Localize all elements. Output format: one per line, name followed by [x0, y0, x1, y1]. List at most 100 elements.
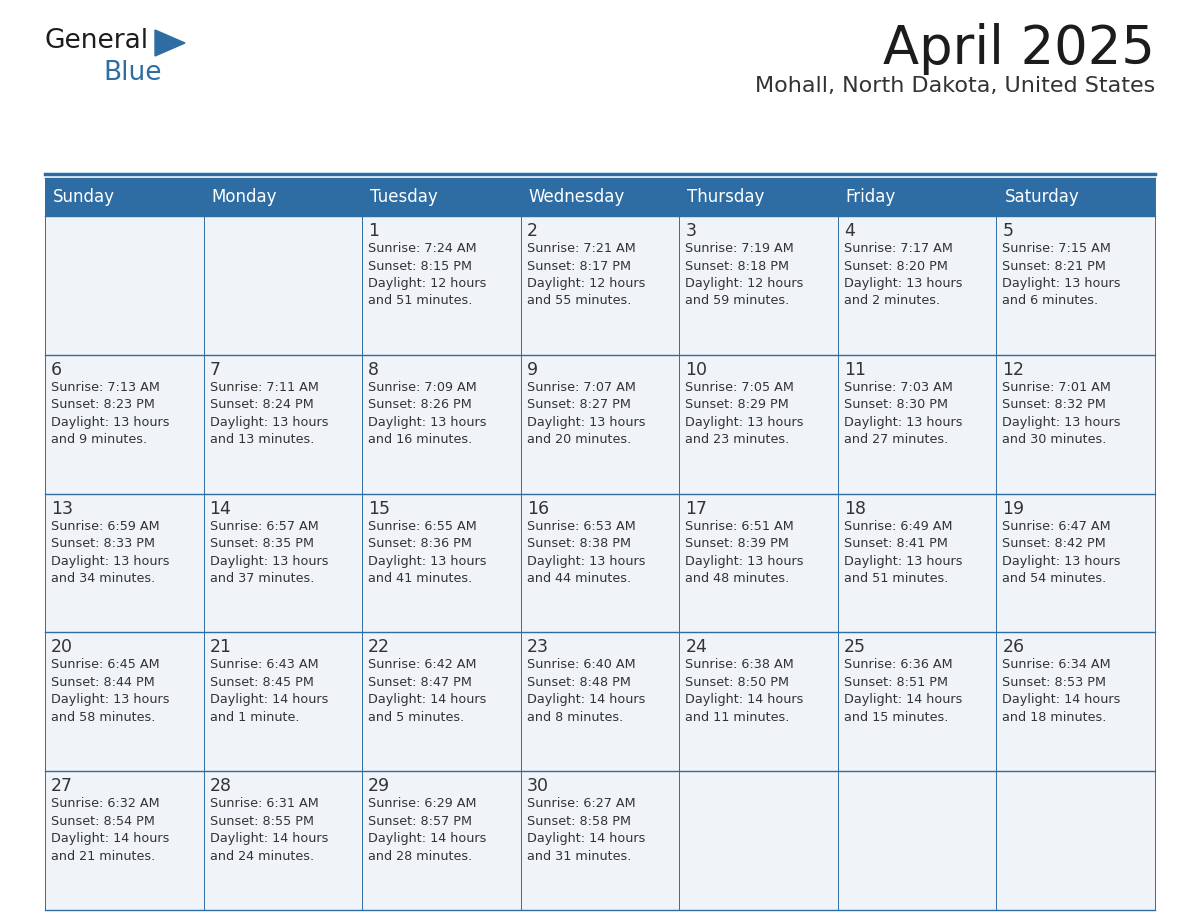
Text: 10: 10	[685, 361, 707, 379]
Text: 11: 11	[843, 361, 866, 379]
Bar	[45, 354, 203, 494]
Text: 25: 25	[843, 638, 866, 656]
Text: Sunrise: 6:42 AM
Sunset: 8:47 PM
Daylight: 14 hours
and 5 minutes.: Sunrise: 6:42 AM Sunset: 8:47 PM Dayligh…	[368, 658, 487, 724]
Text: Sunrise: 6:32 AM
Sunset: 8:54 PM
Daylight: 14 hours
and 21 minutes.: Sunrise: 6:32 AM Sunset: 8:54 PM Dayligh…	[51, 797, 170, 863]
Text: Sunrise: 6:29 AM
Sunset: 8:57 PM
Daylight: 14 hours
and 28 minutes.: Sunrise: 6:29 AM Sunset: 8:57 PM Dayligh…	[368, 797, 487, 863]
Text: 8: 8	[368, 361, 379, 379]
Text: Sunrise: 7:17 AM
Sunset: 8:20 PM
Daylight: 13 hours
and 2 minutes.: Sunrise: 7:17 AM Sunset: 8:20 PM Dayligh…	[843, 242, 962, 308]
Text: Sunrise: 6:40 AM
Sunset: 8:48 PM
Daylight: 14 hours
and 8 minutes.: Sunrise: 6:40 AM Sunset: 8:48 PM Dayligh…	[526, 658, 645, 724]
Text: Monday: Monday	[211, 188, 277, 206]
Text: Sunday: Sunday	[53, 188, 115, 206]
Text: Sunrise: 6:53 AM
Sunset: 8:38 PM
Daylight: 13 hours
and 44 minutes.: Sunrise: 6:53 AM Sunset: 8:38 PM Dayligh…	[526, 520, 645, 585]
Text: Thursday: Thursday	[688, 188, 765, 206]
Bar	[680, 216, 838, 354]
Bar	[45, 494, 203, 633]
Text: Sunrise: 6:59 AM
Sunset: 8:33 PM
Daylight: 13 hours
and 34 minutes.: Sunrise: 6:59 AM Sunset: 8:33 PM Dayligh…	[51, 520, 170, 585]
Text: Sunrise: 6:31 AM
Sunset: 8:55 PM
Daylight: 14 hours
and 24 minutes.: Sunrise: 6:31 AM Sunset: 8:55 PM Dayligh…	[209, 797, 328, 863]
Bar	[680, 633, 838, 771]
Bar	[203, 633, 362, 771]
Bar	[838, 216, 997, 354]
Text: 2: 2	[526, 222, 538, 240]
Bar	[362, 216, 520, 354]
Text: Sunrise: 6:38 AM
Sunset: 8:50 PM
Daylight: 14 hours
and 11 minutes.: Sunrise: 6:38 AM Sunset: 8:50 PM Dayligh…	[685, 658, 803, 724]
Text: 6: 6	[51, 361, 62, 379]
Bar	[520, 771, 680, 910]
Text: Sunrise: 7:15 AM
Sunset: 8:21 PM
Daylight: 13 hours
and 6 minutes.: Sunrise: 7:15 AM Sunset: 8:21 PM Dayligh…	[1003, 242, 1121, 308]
Text: 22: 22	[368, 638, 390, 656]
Text: Sunrise: 6:36 AM
Sunset: 8:51 PM
Daylight: 14 hours
and 15 minutes.: Sunrise: 6:36 AM Sunset: 8:51 PM Dayligh…	[843, 658, 962, 724]
Polygon shape	[154, 30, 185, 56]
Text: Sunrise: 7:07 AM
Sunset: 8:27 PM
Daylight: 13 hours
and 20 minutes.: Sunrise: 7:07 AM Sunset: 8:27 PM Dayligh…	[526, 381, 645, 446]
Text: 3: 3	[685, 222, 696, 240]
Text: 7: 7	[209, 361, 221, 379]
Text: Tuesday: Tuesday	[371, 188, 438, 206]
Text: Sunrise: 7:13 AM
Sunset: 8:23 PM
Daylight: 13 hours
and 9 minutes.: Sunrise: 7:13 AM Sunset: 8:23 PM Dayligh…	[51, 381, 170, 446]
Text: Sunrise: 7:09 AM
Sunset: 8:26 PM
Daylight: 13 hours
and 16 minutes.: Sunrise: 7:09 AM Sunset: 8:26 PM Dayligh…	[368, 381, 487, 446]
Text: Sunrise: 6:51 AM
Sunset: 8:39 PM
Daylight: 13 hours
and 48 minutes.: Sunrise: 6:51 AM Sunset: 8:39 PM Dayligh…	[685, 520, 804, 585]
Bar	[203, 354, 362, 494]
Bar	[997, 633, 1155, 771]
Text: Sunrise: 7:03 AM
Sunset: 8:30 PM
Daylight: 13 hours
and 27 minutes.: Sunrise: 7:03 AM Sunset: 8:30 PM Dayligh…	[843, 381, 962, 446]
Text: Saturday: Saturday	[1004, 188, 1079, 206]
Text: 26: 26	[1003, 638, 1024, 656]
Bar	[45, 633, 203, 771]
Bar	[45, 178, 1155, 216]
Bar	[838, 494, 997, 633]
Text: Sunrise: 6:55 AM
Sunset: 8:36 PM
Daylight: 13 hours
and 41 minutes.: Sunrise: 6:55 AM Sunset: 8:36 PM Dayligh…	[368, 520, 487, 585]
Bar	[997, 354, 1155, 494]
Text: 13: 13	[51, 499, 72, 518]
Bar	[838, 633, 997, 771]
Text: Sunrise: 6:49 AM
Sunset: 8:41 PM
Daylight: 13 hours
and 51 minutes.: Sunrise: 6:49 AM Sunset: 8:41 PM Dayligh…	[843, 520, 962, 585]
Text: 9: 9	[526, 361, 538, 379]
Bar	[997, 771, 1155, 910]
Text: 15: 15	[368, 499, 390, 518]
Bar	[362, 633, 520, 771]
Bar	[838, 354, 997, 494]
Bar	[680, 494, 838, 633]
Text: Sunrise: 6:27 AM
Sunset: 8:58 PM
Daylight: 14 hours
and 31 minutes.: Sunrise: 6:27 AM Sunset: 8:58 PM Dayligh…	[526, 797, 645, 863]
Text: Sunrise: 7:24 AM
Sunset: 8:15 PM
Daylight: 12 hours
and 51 minutes.: Sunrise: 7:24 AM Sunset: 8:15 PM Dayligh…	[368, 242, 487, 308]
Bar	[45, 771, 203, 910]
Bar	[203, 216, 362, 354]
Bar	[838, 771, 997, 910]
Text: 30: 30	[526, 778, 549, 795]
Bar	[203, 771, 362, 910]
Text: 12: 12	[1003, 361, 1024, 379]
Text: Sunrise: 6:45 AM
Sunset: 8:44 PM
Daylight: 13 hours
and 58 minutes.: Sunrise: 6:45 AM Sunset: 8:44 PM Dayligh…	[51, 658, 170, 724]
Bar	[362, 354, 520, 494]
Bar	[362, 771, 520, 910]
Text: Wednesday: Wednesday	[529, 188, 625, 206]
Text: 20: 20	[51, 638, 72, 656]
Text: Sunrise: 7:11 AM
Sunset: 8:24 PM
Daylight: 13 hours
and 13 minutes.: Sunrise: 7:11 AM Sunset: 8:24 PM Dayligh…	[209, 381, 328, 446]
Bar	[680, 354, 838, 494]
Text: 19: 19	[1003, 499, 1024, 518]
Text: Mohall, North Dakota, United States: Mohall, North Dakota, United States	[754, 76, 1155, 96]
Bar	[203, 494, 362, 633]
Text: Sunrise: 6:57 AM
Sunset: 8:35 PM
Daylight: 13 hours
and 37 minutes.: Sunrise: 6:57 AM Sunset: 8:35 PM Dayligh…	[209, 520, 328, 585]
Bar	[997, 216, 1155, 354]
Text: 17: 17	[685, 499, 707, 518]
Text: 14: 14	[209, 499, 232, 518]
Bar	[520, 633, 680, 771]
Text: 27: 27	[51, 778, 72, 795]
Text: 18: 18	[843, 499, 866, 518]
Text: Sunrise: 6:47 AM
Sunset: 8:42 PM
Daylight: 13 hours
and 54 minutes.: Sunrise: 6:47 AM Sunset: 8:42 PM Dayligh…	[1003, 520, 1121, 585]
Bar	[520, 494, 680, 633]
Text: Blue: Blue	[103, 60, 162, 86]
Text: 1: 1	[368, 222, 379, 240]
Text: 23: 23	[526, 638, 549, 656]
Text: 28: 28	[209, 778, 232, 795]
Text: 29: 29	[368, 778, 391, 795]
Text: 5: 5	[1003, 222, 1013, 240]
Text: Friday: Friday	[846, 188, 896, 206]
Bar	[362, 494, 520, 633]
Text: April 2025: April 2025	[883, 23, 1155, 75]
Bar	[997, 494, 1155, 633]
Text: Sunrise: 6:43 AM
Sunset: 8:45 PM
Daylight: 14 hours
and 1 minute.: Sunrise: 6:43 AM Sunset: 8:45 PM Dayligh…	[209, 658, 328, 724]
Bar	[520, 216, 680, 354]
Text: 21: 21	[209, 638, 232, 656]
Text: General: General	[45, 28, 150, 54]
Text: Sunrise: 7:01 AM
Sunset: 8:32 PM
Daylight: 13 hours
and 30 minutes.: Sunrise: 7:01 AM Sunset: 8:32 PM Dayligh…	[1003, 381, 1121, 446]
Text: Sunrise: 7:05 AM
Sunset: 8:29 PM
Daylight: 13 hours
and 23 minutes.: Sunrise: 7:05 AM Sunset: 8:29 PM Dayligh…	[685, 381, 804, 446]
Text: 4: 4	[843, 222, 854, 240]
